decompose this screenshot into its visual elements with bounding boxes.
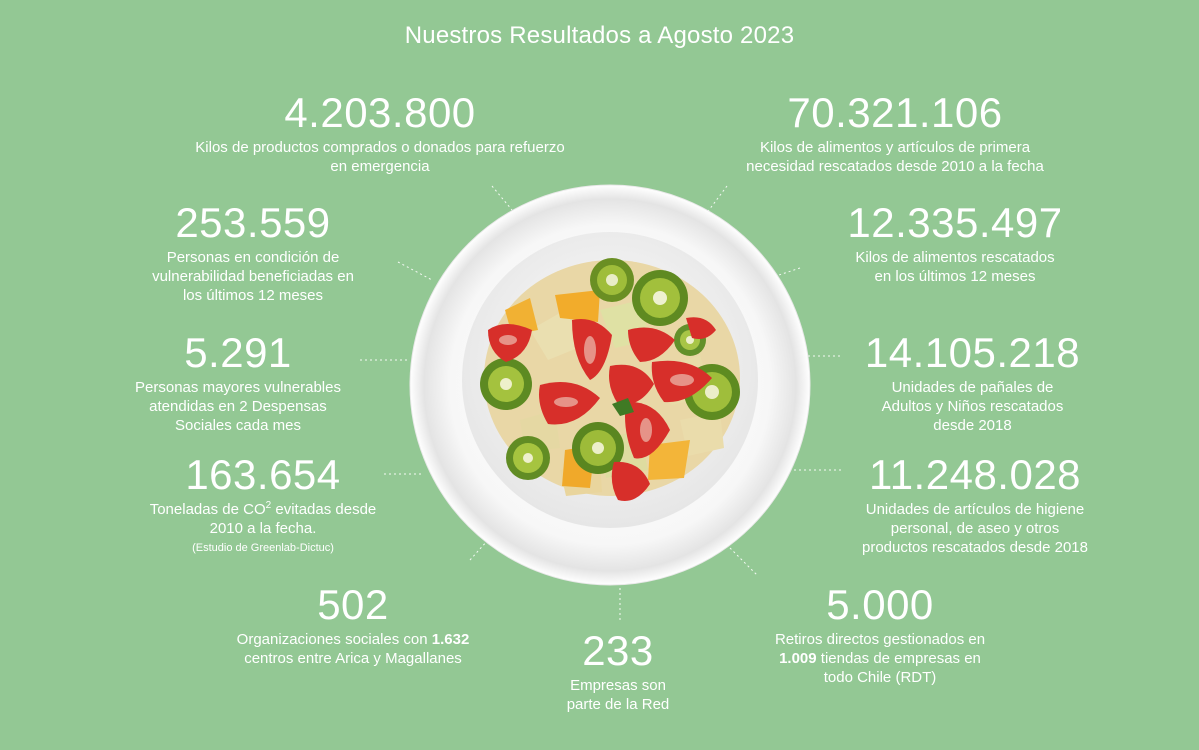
stat-desc-line: centros entre Arica y Magallanes bbox=[244, 650, 462, 667]
stat-desc-line: Kilos de alimentos rescatados bbox=[855, 249, 1055, 266]
stat-desc-bold: 1.632 bbox=[431, 631, 470, 648]
stat-desc-line: tiendas de empresas en bbox=[816, 650, 981, 667]
stat-desc-line: necesidad rescatados desde 2010 a la fec… bbox=[746, 158, 1044, 175]
stat-value: 253.559 bbox=[175, 199, 331, 246]
stat-desc-line: Personas mayores vulnerables bbox=[135, 379, 341, 396]
stat-desc-line: parte de la Red bbox=[566, 696, 670, 713]
stat-desc-sup: 2 bbox=[265, 500, 272, 511]
stat-retiros: 5.000 Retiros directos gestionados en 1.… bbox=[735, 582, 1025, 687]
stat-organizaciones: 502 Organizaciones sociales con 1.632 ce… bbox=[198, 582, 508, 668]
stat-desc-line: evitadas desde bbox=[271, 501, 377, 518]
stat-desc-line: desde 2018 bbox=[933, 417, 1012, 434]
stat-desc-line: Kilos de productos comprados o donados p… bbox=[195, 139, 565, 156]
stat-personas-mayores: 5.291 Personas mayores vulnerables atend… bbox=[98, 330, 378, 435]
stat-value: 163.654 bbox=[185, 451, 341, 498]
stat-desc-line: Retiros directos gestionados en bbox=[774, 631, 986, 648]
stat-desc-line: Kilos de alimentos y artículos de primer… bbox=[759, 139, 1031, 156]
stat-value: 5.291 bbox=[184, 329, 292, 376]
stat-desc-line: Unidades de pañales de bbox=[891, 379, 1054, 396]
stat-desc-line: en los últimos 12 meses bbox=[874, 268, 1036, 285]
stat-desc-line: 2010 a la fecha. bbox=[209, 520, 317, 537]
stat-value: 502 bbox=[317, 581, 389, 628]
stat-desc-bold: 1.009 bbox=[779, 650, 817, 667]
stat-desc-line: productos rescatados desde 2018 bbox=[862, 539, 1088, 556]
stat-kilos-emergencia: 4.203.800 Kilos de productos comprados o… bbox=[150, 90, 610, 176]
stat-value: 12.335.497 bbox=[847, 199, 1063, 246]
stat-value: 11.248.028 bbox=[868, 451, 1082, 498]
stat-value: 5.000 bbox=[826, 581, 934, 628]
stat-desc-line: personal, de aseo y otros bbox=[890, 520, 1060, 537]
stat-panales: 14.105.218 Unidades de pañales de Adulto… bbox=[830, 330, 1115, 435]
stat-co2: 163.654 Toneladas de CO2 evitadas desde … bbox=[118, 452, 408, 556]
stat-desc-line: Sociales cada mes bbox=[175, 417, 301, 434]
stat-desc-line: Organizaciones sociales con bbox=[236, 631, 432, 648]
stat-value: 4.203.800 bbox=[284, 89, 476, 136]
stat-desc-line: Empresas son bbox=[570, 677, 666, 694]
stat-value: 70.321.106 bbox=[787, 89, 1003, 136]
stat-value: 14.105.218 bbox=[864, 329, 1081, 376]
page-title: Nuestros Resultados a Agosto 2023 bbox=[404, 22, 795, 49]
stat-desc-line: Toneladas de CO bbox=[149, 501, 266, 518]
stat-personas-beneficiadas: 253.559 Personas en condición de vulnera… bbox=[113, 200, 393, 305]
fruit-salad-icon bbox=[480, 258, 740, 501]
stat-higiene: 11.248.028 Unidades de artículos de higi… bbox=[815, 452, 1135, 557]
stat-desc-line: atendidas en 2 Despensas bbox=[149, 398, 327, 415]
stat-desc-line: en emergencia bbox=[330, 158, 430, 175]
stat-empresas: 233 Empresas son parte de la Red bbox=[518, 628, 718, 714]
stat-desc-line: Personas en condición de bbox=[166, 249, 340, 266]
stat-desc-line: todo Chile (RDT) bbox=[823, 669, 937, 686]
stat-desc-line: los últimos 12 meses bbox=[182, 287, 324, 304]
stat-value: 233 bbox=[582, 627, 654, 674]
stat-kilos-rescatados-total: 70.321.106 Kilos de alimentos y artículo… bbox=[685, 90, 1105, 176]
stat-desc-line: vulnerabilidad beneficiadas en bbox=[152, 268, 354, 285]
stat-source-note: (Estudio de Greenlab-Dictuc) bbox=[192, 542, 334, 554]
stat-desc-line: Unidades de artículos de higiene bbox=[865, 501, 1085, 518]
stat-desc-line: Adultos y Niños rescatados bbox=[881, 398, 1064, 415]
stat-kilos-ultimos-12-meses: 12.335.497 Kilos de alimentos rescatados… bbox=[800, 200, 1110, 286]
